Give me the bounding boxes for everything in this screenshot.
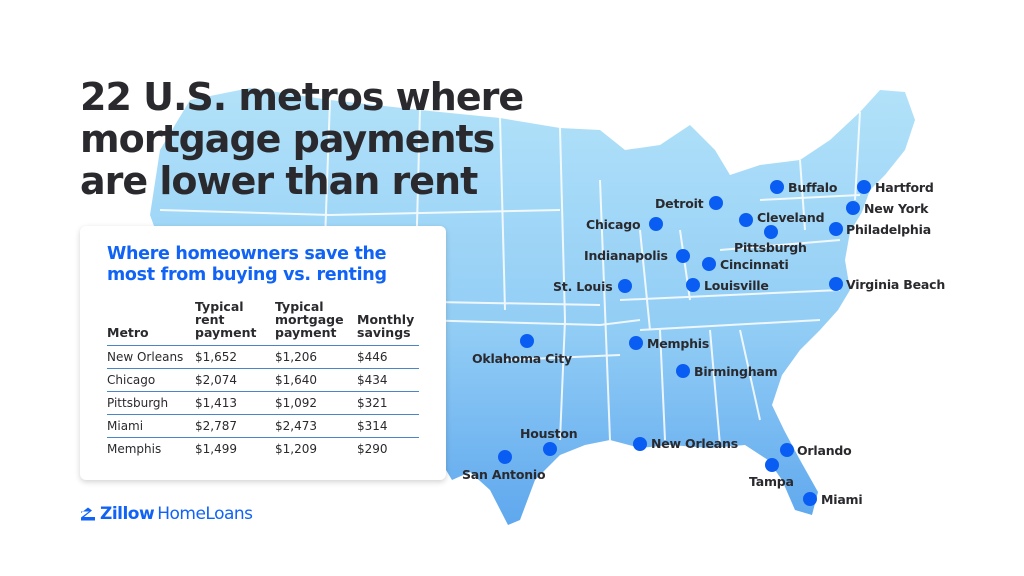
cell-metro: New Orleans <box>107 345 195 369</box>
city-label-hartford: Hartford <box>875 180 934 195</box>
city-label-detroit: Detroit <box>655 196 704 211</box>
cell-mortgage: $1,092 <box>275 391 357 415</box>
city-label-indianapolis: Indianapolis <box>584 248 668 263</box>
city-label-san-antonio: San Antonio <box>462 467 546 482</box>
title-line: 22 U.S. metros where <box>80 75 524 119</box>
cell-savings: $290 <box>357 437 419 460</box>
us-mainland-shape <box>150 88 915 525</box>
city-label-memphis: Memphis <box>647 336 710 351</box>
city-dot-icon <box>543 442 557 456</box>
table-row: Memphis $1,499 $1,209 $290 <box>107 437 419 460</box>
zillow-house-z-icon <box>81 507 95 521</box>
table-header-row: Metro Typical rent payment Typical mortg… <box>107 300 419 346</box>
city-dot-icon <box>686 278 700 292</box>
cell-metro: Memphis <box>107 437 195 460</box>
city-dot-icon <box>618 279 632 293</box>
logo-product: HomeLoans <box>157 504 253 524</box>
city-dot-icon <box>770 180 784 194</box>
city-dot-icon <box>702 257 716 271</box>
city-dot-icon <box>520 334 534 348</box>
table-row: New Orleans $1,652 $1,206 $446 <box>107 345 419 369</box>
header-mortgage: Typical mortgage payment <box>275 299 344 340</box>
city-label-chicago: Chicago <box>586 217 641 232</box>
city-dot-icon <box>764 225 778 239</box>
city-label-houston: Houston <box>520 426 578 441</box>
city-label-cleveland: Cleveland <box>757 210 825 225</box>
page-title: 22 U.S. metros where mortgage payments a… <box>80 76 550 202</box>
city-dot-icon <box>739 213 753 227</box>
table-row: Chicago $2,074 $1,640 $434 <box>107 368 419 392</box>
city-dot-icon <box>709 196 723 210</box>
city-label-virginia-beach: Virginia Beach <box>846 277 946 292</box>
table-row: Miami $2,787 $2,473 $314 <box>107 414 419 438</box>
cell-mortgage: $1,209 <box>275 437 357 460</box>
city-dot-icon <box>803 492 817 506</box>
card-title: Where homeowners save the most from buyi… <box>107 244 387 285</box>
city-dot-icon <box>498 450 512 464</box>
cell-mortgage: $1,640 <box>275 368 357 392</box>
city-dot-icon <box>846 201 860 215</box>
city-label-philadelphia: Philadelphia <box>846 222 931 237</box>
city-dot-icon <box>649 217 663 231</box>
city-dot-icon <box>780 443 794 457</box>
cell-metro: Miami <box>107 414 195 438</box>
city-label-louisville: Louisville <box>704 278 769 293</box>
header-savings: Monthly savings <box>357 312 415 340</box>
cell-rent: $1,499 <box>195 437 275 460</box>
cell-savings: $446 <box>357 345 419 369</box>
city-dot-icon <box>857 180 871 194</box>
savings-table: Metro Typical rent payment Typical mortg… <box>107 300 419 460</box>
cell-rent: $1,413 <box>195 391 275 415</box>
city-label-tampa: Tampa <box>749 474 794 489</box>
state-borders <box>159 99 861 446</box>
cell-savings: $314 <box>357 414 419 438</box>
cell-metro: Chicago <box>107 368 195 392</box>
city-label-birmingham: Birmingham <box>694 364 778 379</box>
city-dot-icon <box>629 336 643 350</box>
cell-mortgage: $2,473 <box>275 414 357 438</box>
city-dot-icon <box>633 437 647 451</box>
title-line: are lower than rent <box>80 159 478 203</box>
logo-brand: Zillow <box>100 504 155 524</box>
title-line: mortgage payments <box>80 117 495 161</box>
city-label-cincinnati: Cincinnati <box>720 257 789 272</box>
table-row: Pittsburgh $1,413 $1,092 $321 <box>107 391 419 415</box>
city-dot-icon <box>829 222 843 236</box>
city-label-st-louis: St. Louis <box>553 279 613 294</box>
city-label-miami: Miami <box>821 492 863 507</box>
city-label-orlando: Orlando <box>797 443 852 458</box>
cell-rent: $1,652 <box>195 345 275 369</box>
city-label-buffalo: Buffalo <box>788 180 838 195</box>
zillow-home-loans-logo: Zillow HomeLoans <box>80 504 253 524</box>
cell-rent: $2,074 <box>195 368 275 392</box>
header-rent: Typical rent payment <box>195 299 257 340</box>
cell-mortgage: $1,206 <box>275 345 357 369</box>
city-label-new-york: New York <box>864 201 929 216</box>
city-dot-icon <box>676 249 690 263</box>
city-dot-icon <box>765 458 779 472</box>
cell-savings: $434 <box>357 368 419 392</box>
savings-table-card: Where homeowners save the most from buyi… <box>80 226 446 480</box>
header-metro: Metro <box>107 325 149 340</box>
cell-metro: Pittsburgh <box>107 391 195 415</box>
city-dot-icon <box>676 364 690 378</box>
city-dot-icon <box>829 277 843 291</box>
cell-rent: $2,787 <box>195 414 275 438</box>
cell-savings: $321 <box>357 391 419 415</box>
city-label-pittsburgh: Pittsburgh <box>734 240 807 255</box>
city-label-new-orleans: New Orleans <box>651 436 738 451</box>
city-label-oklahoma-city: Oklahoma City <box>472 351 572 366</box>
